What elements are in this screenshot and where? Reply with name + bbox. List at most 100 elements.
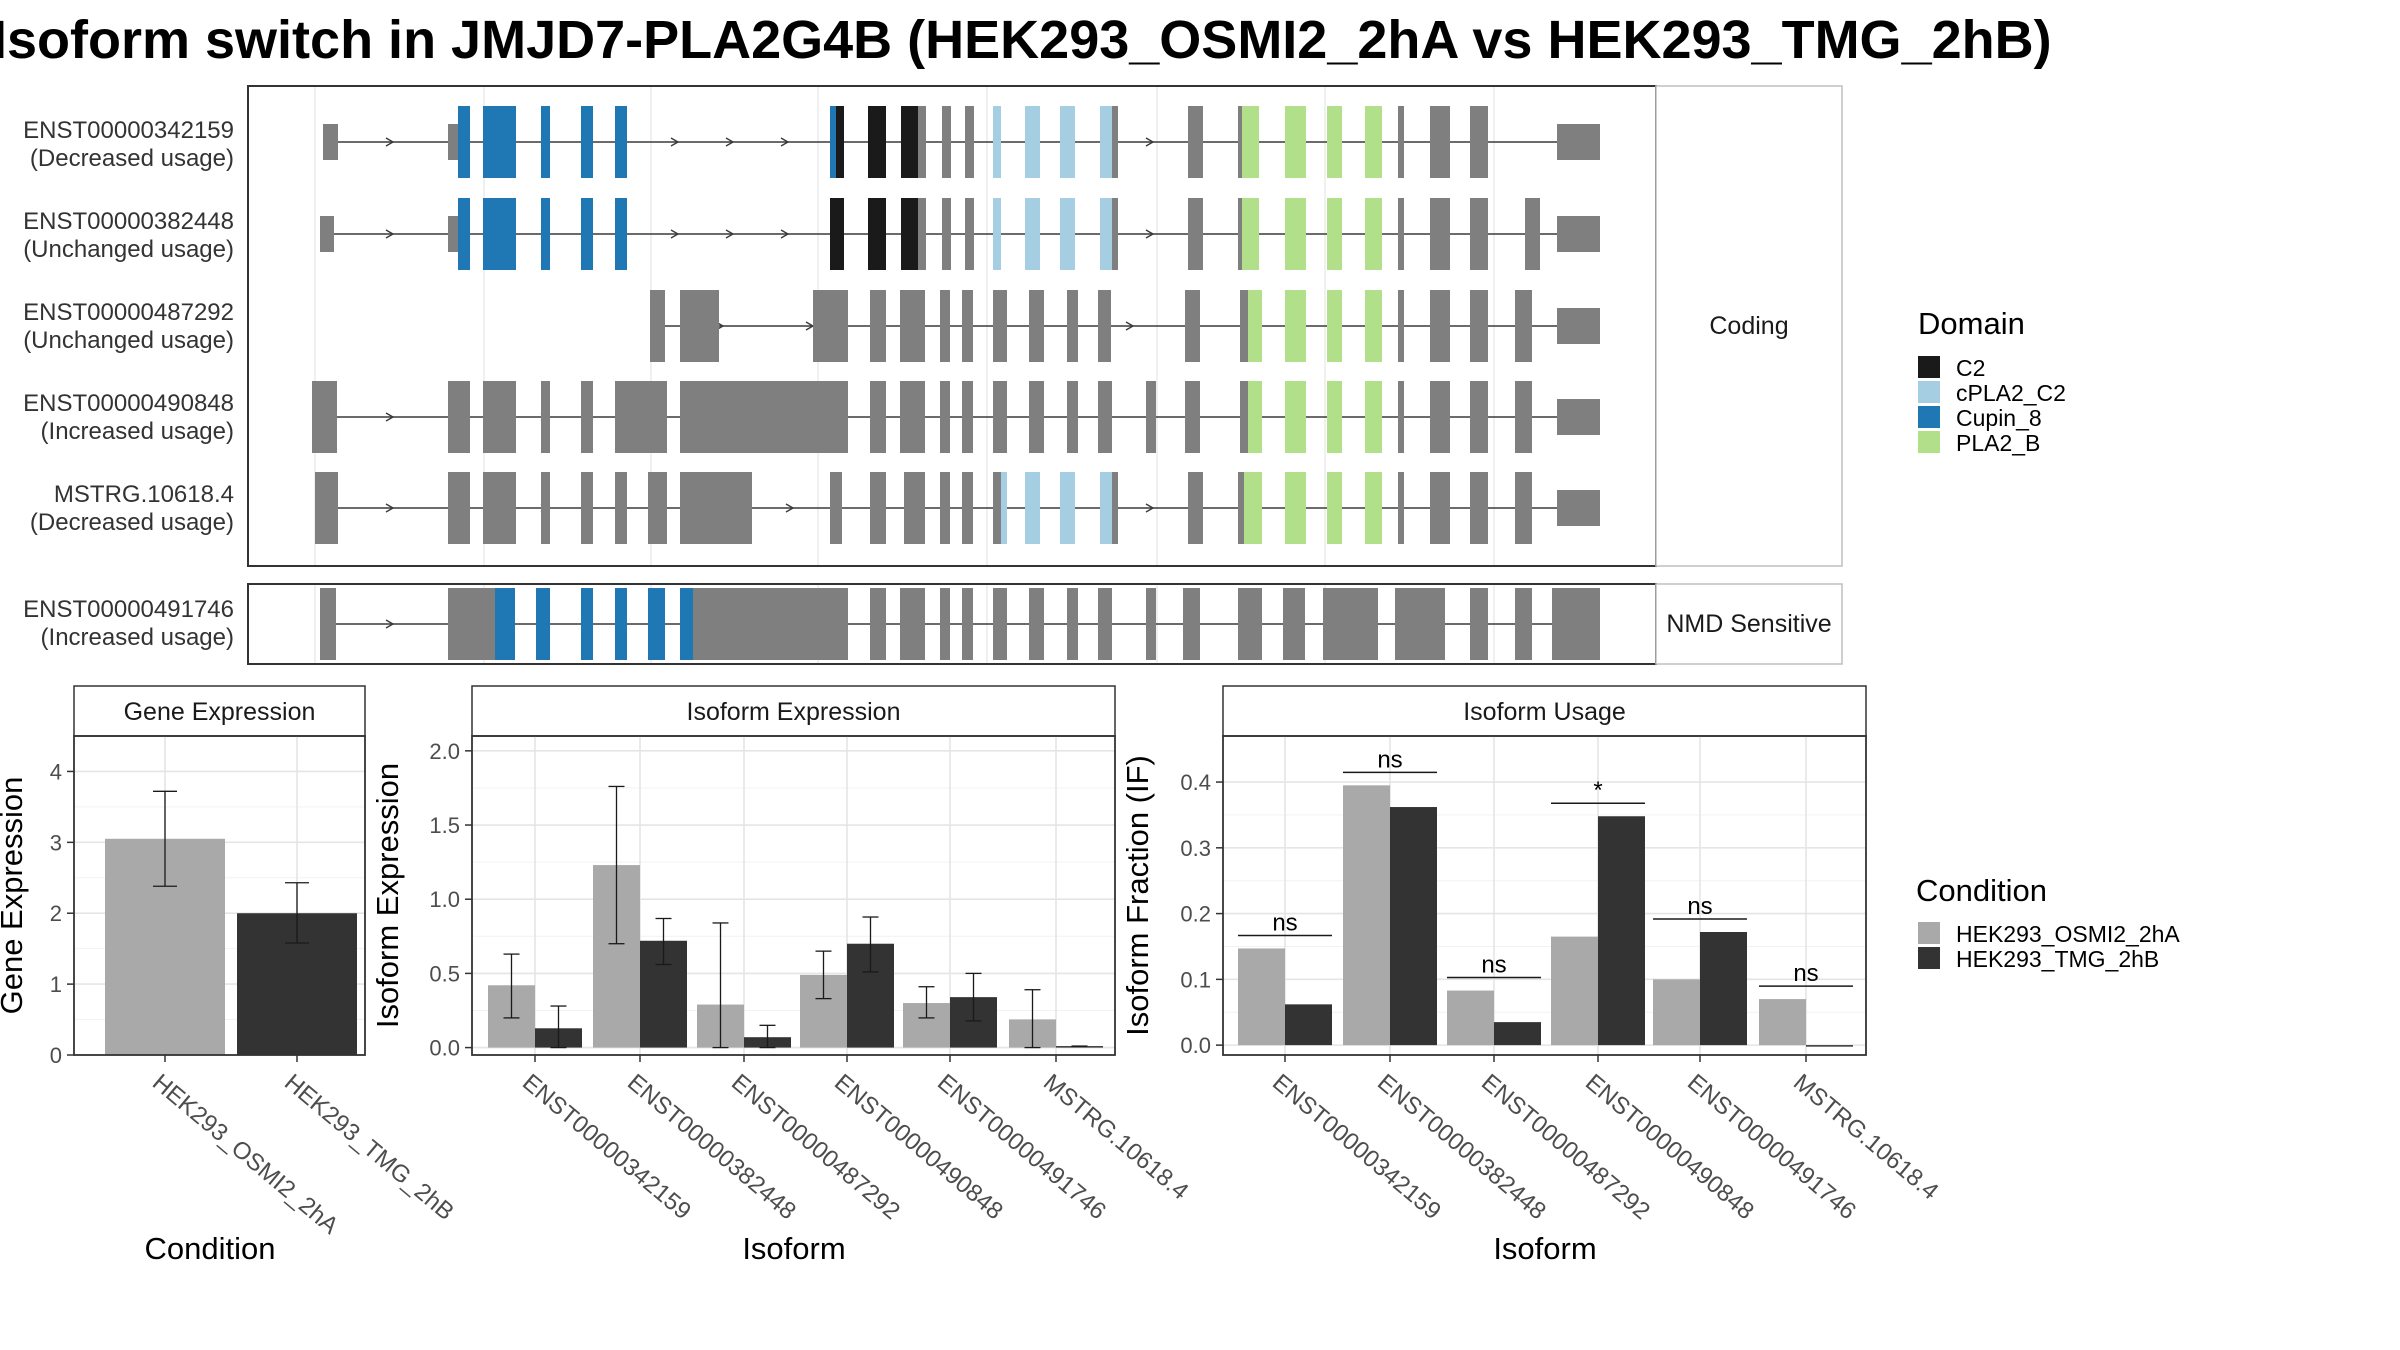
legend-swatch-cupin-8 [1918, 406, 1940, 428]
domain-exon [615, 106, 627, 178]
exon [650, 290, 665, 362]
exon [904, 472, 925, 544]
exon [1067, 290, 1078, 362]
exon [1098, 290, 1111, 362]
direction-arrow [385, 229, 395, 239]
exon [1029, 588, 1044, 660]
exon [1067, 381, 1078, 453]
exon [942, 198, 951, 270]
domain-exon [868, 198, 886, 270]
significance-label: * [1593, 777, 1602, 804]
exon [1430, 106, 1450, 178]
exon [1395, 588, 1445, 660]
direction-arrow [780, 229, 790, 239]
y-tick-label: 0.4 [1180, 770, 1211, 795]
bar [1806, 1045, 1853, 1047]
domain-exon [1025, 198, 1040, 270]
exon [900, 290, 925, 362]
exon [830, 472, 842, 544]
exon [1029, 290, 1044, 362]
y-axis-title: Isoform Fraction (IF) [1120, 755, 1155, 1036]
legend-label: HEK293_OSMI2_2hA [1956, 921, 2180, 947]
bar [1494, 1022, 1541, 1046]
legend-swatch-condition-1 [1918, 922, 1940, 944]
exon [1238, 198, 1242, 270]
transcript-usage: (Unchanged usage) [23, 236, 234, 263]
exon [1146, 381, 1156, 453]
x-axis-title: Condition [145, 1231, 276, 1266]
exon [1112, 198, 1118, 270]
direction-arrow [385, 137, 395, 147]
exon [1112, 472, 1118, 544]
exon [942, 106, 951, 178]
transcript-usage: (Increased usage) [41, 418, 234, 445]
utr-exon [1557, 399, 1600, 435]
domain-exon [1100, 198, 1112, 270]
y-tick-label: 3 [50, 830, 62, 855]
exon [870, 381, 886, 453]
domain-legend: Domain C2 cPLA2_C2 Cupin_8 PLA2_B [1918, 306, 2066, 456]
significance-label: ns [1793, 960, 1818, 987]
y-tick-label: 0.3 [1180, 836, 1211, 861]
exon [1398, 290, 1404, 362]
utr-exon [448, 124, 458, 160]
domain-exon [581, 106, 593, 178]
transcript-label: ENST00000382448 [23, 208, 234, 235]
exon [1470, 106, 1488, 178]
domain-exon [1242, 106, 1259, 178]
exon [680, 381, 848, 453]
domain-exon [993, 198, 1001, 270]
exon [680, 290, 719, 362]
exon [918, 198, 926, 270]
legend-label: PLA2_B [1956, 430, 2040, 456]
exon [993, 290, 1007, 362]
exon [1515, 588, 1532, 660]
exon [1552, 588, 1600, 660]
transcript-label: MSTRG.10618.4 [54, 481, 234, 508]
exon [962, 381, 973, 453]
panel-frame [1222, 735, 1867, 1056]
domain-exon [1025, 106, 1040, 178]
exon [1238, 588, 1262, 660]
domain-exon [1365, 198, 1382, 270]
exon [1188, 472, 1203, 544]
bar [1653, 979, 1700, 1046]
bar [1238, 948, 1285, 1046]
x-tick-label: ENST00000342159 [1267, 1069, 1446, 1225]
direction-arrow [725, 137, 735, 147]
isoform-usage-chart: Isoform Usage ns ns ns * ns ns 0.0 0.1 0.2 0.3 0.4 E… [1120, 685, 1943, 1266]
domain-exon [868, 106, 886, 178]
domain-exon [1365, 106, 1382, 178]
domain-exon [1327, 106, 1342, 178]
domain-exon [680, 588, 693, 660]
direction-arrow [1125, 321, 1135, 331]
exon [1283, 588, 1305, 660]
domain-exon [830, 198, 836, 270]
domain-exon [901, 198, 918, 270]
bar [1700, 932, 1747, 1046]
bar [1056, 1046, 1103, 1048]
isoform-expression-chart: Isoform Expression 0.0 0.5 1.0 1.5 2.0 ENST000… [370, 685, 1193, 1266]
exon [1398, 472, 1404, 544]
domain-exon [1025, 472, 1040, 544]
exon [870, 290, 886, 362]
bar [1598, 816, 1645, 1046]
direction-arrow [1145, 137, 1155, 147]
exon [1430, 198, 1450, 270]
transcript-usage: (Decreased usage) [30, 509, 234, 536]
domain-exon [458, 106, 470, 178]
exon [1470, 381, 1488, 453]
domain-exon [483, 198, 516, 270]
domain-exon [1060, 472, 1075, 544]
transcript-structure-panel: Coding NMD Sensitive ENST00000342159 (De… [23, 85, 1843, 665]
exon [1398, 106, 1404, 178]
exon [581, 472, 593, 544]
utr-exon [1557, 490, 1600, 526]
exon [1185, 290, 1200, 362]
transcript-label: ENST00000487292 [23, 299, 234, 326]
domain-exon [536, 588, 550, 660]
direction-arrow [670, 137, 680, 147]
direction-arrow [1145, 229, 1155, 239]
direction-arrow [385, 503, 395, 513]
